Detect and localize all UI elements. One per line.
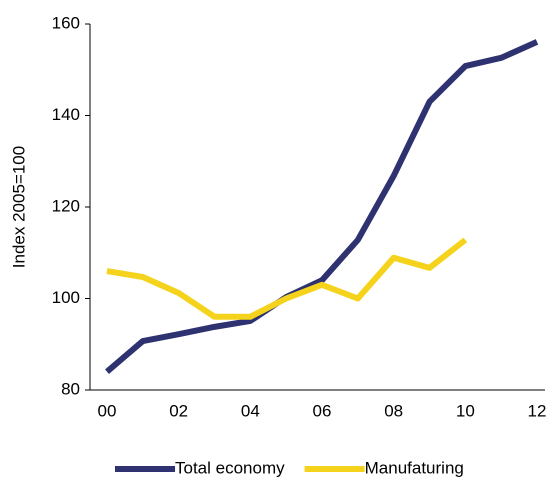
legend-label: Total economy <box>175 458 285 477</box>
y-tick-label: 160 <box>52 13 80 32</box>
x-tick-label: 04 <box>241 401 260 420</box>
series-line <box>106 237 468 320</box>
y-tick-label: 120 <box>52 196 80 215</box>
series-line <box>105 39 539 374</box>
legend-label: Manufaturing <box>365 458 464 477</box>
y-tick-label: 140 <box>52 105 80 124</box>
x-tick-label: 10 <box>456 401 475 420</box>
x-tick-label: 06 <box>313 401 332 420</box>
x-tick-label: 02 <box>169 401 188 420</box>
x-tick-label: 08 <box>384 401 403 420</box>
x-tick-label: 12 <box>528 401 547 420</box>
y-tick-label: 80 <box>61 379 80 398</box>
x-tick-label: 00 <box>98 401 117 420</box>
y-tick-label: 100 <box>52 288 80 307</box>
y-axis-label: Index 2005=100 <box>9 146 28 268</box>
